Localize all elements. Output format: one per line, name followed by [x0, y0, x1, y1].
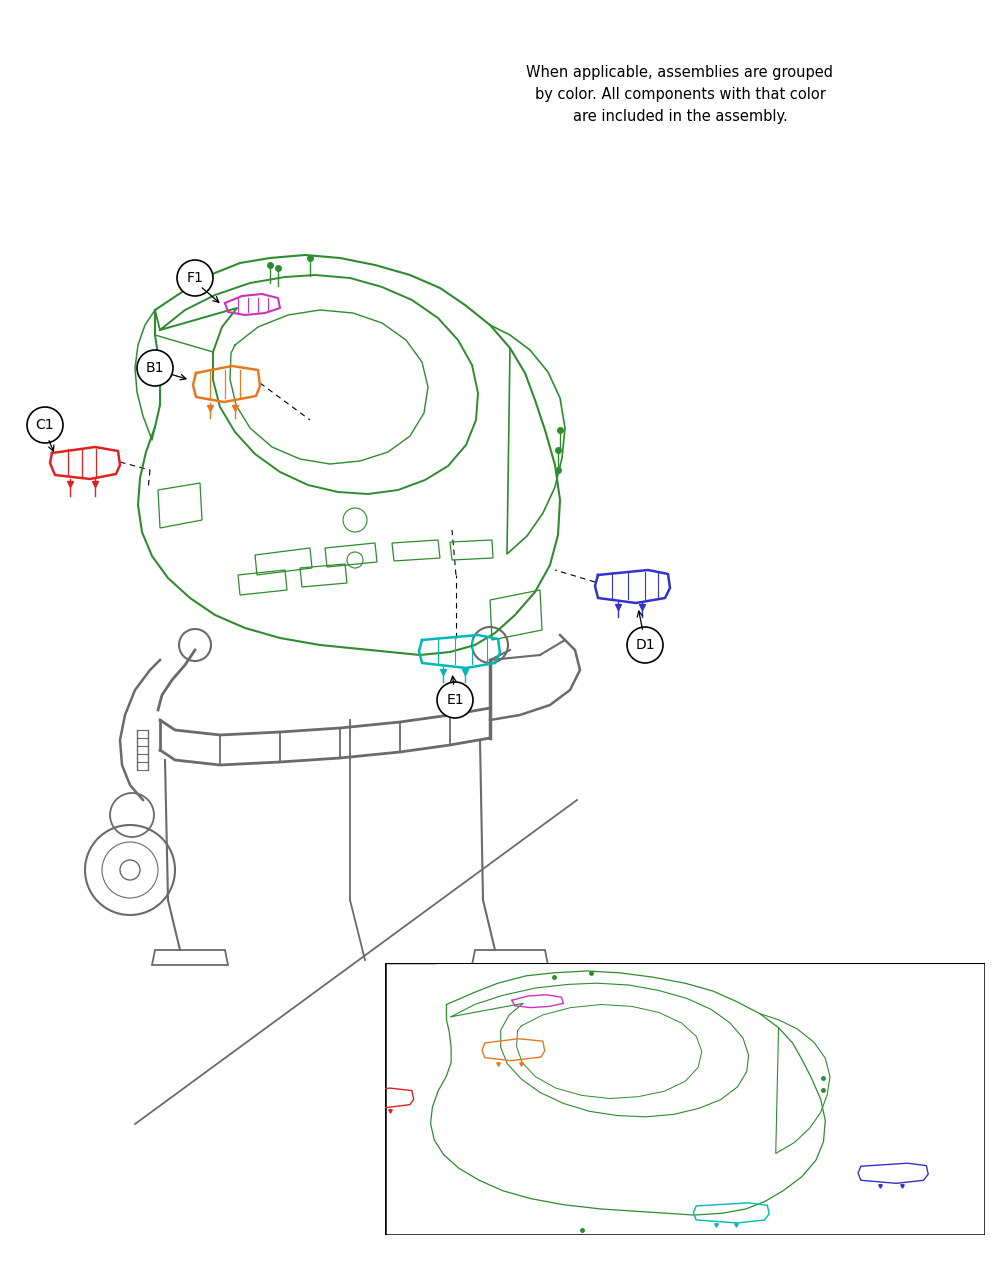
Circle shape: [137, 350, 173, 386]
Bar: [435, 868, 985, 963]
Circle shape: [177, 260, 213, 296]
Text: (Includes B1 to F1.): (Includes B1 to F1.): [445, 920, 643, 939]
Text: A1: A1: [401, 908, 419, 922]
Circle shape: [27, 407, 63, 443]
Circle shape: [627, 627, 663, 663]
Text: D1: D1: [635, 639, 655, 653]
Text: Complete, Front Shroud Assy.: Complete, Front Shroud Assy.: [445, 893, 745, 911]
Circle shape: [393, 898, 427, 933]
Text: When applicable, assemblies are grouped
by color. All components with that color: When applicable, assemblies are grouped …: [526, 65, 834, 124]
Text: C1: C1: [36, 418, 54, 432]
Text: F1: F1: [187, 271, 203, 285]
Bar: [385, 868, 435, 963]
Circle shape: [437, 682, 473, 718]
Text: B1: B1: [146, 361, 164, 375]
Bar: [385, 963, 985, 1235]
Text: E1: E1: [446, 693, 464, 707]
